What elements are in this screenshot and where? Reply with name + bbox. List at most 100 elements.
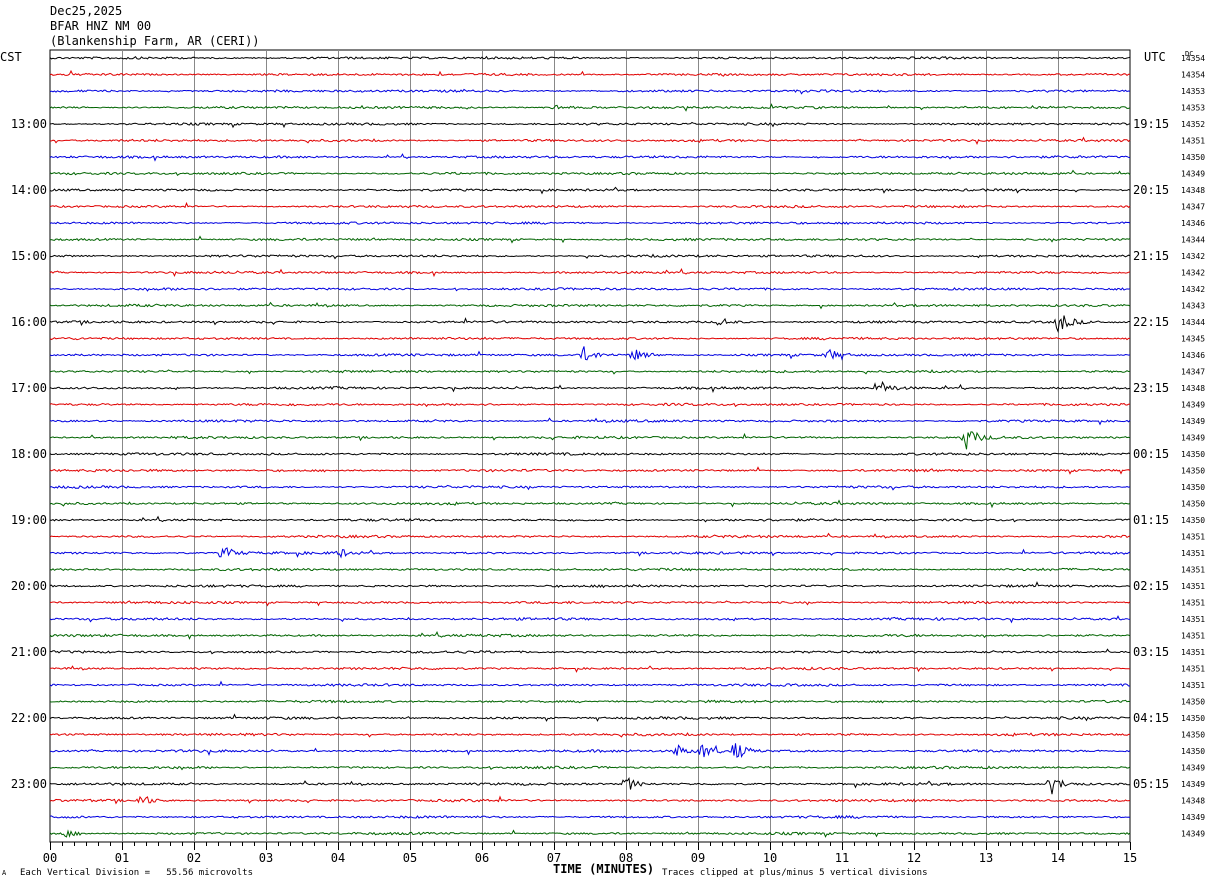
plot-date: Dec25,2025 [50, 4, 123, 18]
dc-offset-label: 14351 [1181, 599, 1205, 608]
dc-offset-label: 14350 [1181, 714, 1205, 723]
seismic-trace [49, 221, 1131, 226]
left-hour-label: 18:00 [11, 447, 47, 461]
seismic-trace [49, 648, 1131, 655]
x-axis-label: TIME (MINUTES) [553, 862, 655, 876]
seismic-trace [49, 499, 1131, 509]
dc-offset-label: 14348 [1181, 186, 1205, 195]
seismic-trace [49, 732, 1131, 738]
seismic-trace [49, 665, 1131, 673]
seismic-trace [50, 253, 1131, 260]
x-tick-label: 13 [979, 851, 993, 865]
station-code: BFAR HNZ NM 00 [50, 19, 152, 33]
left-hour-label: 15:00 [11, 249, 47, 263]
right-hour-label: 05:15 [1133, 777, 1169, 791]
x-tick-label: 15 [1123, 851, 1137, 865]
dc-offset-label: 14349 [1181, 401, 1205, 410]
left-hour-label: 17:00 [11, 381, 47, 395]
x-tick-label: 02 [187, 851, 201, 865]
seismic-trace [49, 402, 1131, 408]
right-hour-label: 04:15 [1133, 711, 1169, 725]
dc-offset-label: 14351 [1181, 566, 1205, 575]
dc-offset-label: 14353 [1181, 104, 1205, 113]
dc-offset-label: 14350 [1181, 747, 1205, 756]
x-tick-label: 01 [115, 851, 129, 865]
dc-offset-label: 14352 [1181, 120, 1205, 129]
dc-offset-label: 14354 [1181, 54, 1205, 63]
seismic-trace [49, 532, 1131, 539]
dc-offset-label: 14342 [1181, 285, 1205, 294]
dc-offset-label: 14350 [1181, 500, 1205, 509]
seismic-trace [49, 466, 1131, 475]
seismic-trace [49, 336, 1130, 341]
right-hour-label: 20:15 [1133, 183, 1169, 197]
right-hour-label: 21:15 [1133, 249, 1169, 263]
seismic-trace [49, 69, 1130, 77]
seismic-trace [49, 713, 1131, 722]
seismic-trace [49, 103, 1131, 112]
left-hour-label: 22:00 [11, 711, 47, 725]
dc-offset-label: 14347 [1181, 368, 1205, 377]
seismic-trace [49, 631, 1131, 640]
seismic-trace [49, 765, 1131, 771]
dc-offset-label: 14349 [1181, 813, 1205, 822]
x-tick-label: 03 [259, 851, 273, 865]
seismic-trace [49, 301, 1131, 310]
seismic-trace [49, 235, 1131, 244]
seismic-trace [49, 417, 1131, 426]
dc-offset-label: 14350 [1181, 516, 1205, 525]
x-tick-label: 07 [547, 851, 561, 865]
dc-offset-label: 14346 [1181, 351, 1205, 360]
seismic-trace [49, 567, 1131, 572]
x-tick-label: 12 [907, 851, 921, 865]
dc-offset-label: 14351 [1181, 632, 1205, 641]
dc-offset-label: 14351 [1181, 533, 1205, 542]
dc-offset-label: 14350 [1181, 467, 1205, 476]
dc-offset-label: 14349 [1181, 764, 1205, 773]
seismic-trace [49, 369, 1131, 375]
dc-offset-label: 14342 [1181, 269, 1205, 278]
seismic-trace [49, 814, 1131, 820]
seismic-trace [49, 153, 1131, 162]
x-tick-label: 00 [43, 851, 57, 865]
dc-offset-label: 14349 [1181, 780, 1205, 789]
scale-note: Each Vertical Division = 55.56 microvolt… [20, 868, 253, 878]
seismic-trace [49, 581, 1131, 589]
seismic-trace [49, 315, 1130, 334]
seismic-trace [49, 699, 1131, 704]
dc-offset-label: 14347 [1181, 203, 1205, 212]
dc-offset-label: 14350 [1181, 153, 1205, 162]
right-timezone-label: UTC [1144, 50, 1166, 64]
left-hour-label: 13:00 [11, 117, 47, 131]
dc-offset-label: 14351 [1181, 137, 1205, 146]
dc-offset-label: 14350 [1181, 731, 1205, 740]
dc-column-label: DC [1185, 50, 1194, 58]
left-hour-label: 14:00 [11, 183, 47, 197]
seismic-trace [49, 136, 1131, 146]
dc-offset-label: 14349 [1181, 830, 1205, 839]
right-hour-label: 19:15 [1133, 117, 1169, 131]
seismic-trace [49, 680, 1131, 687]
dc-offset-label: 14351 [1181, 648, 1205, 657]
seismic-trace [49, 268, 1131, 278]
seismic-trace [49, 829, 1131, 838]
seismic-trace [49, 346, 1131, 361]
plot-frame [49, 49, 1131, 843]
seismic-trace [49, 515, 1131, 523]
seismic-trace [49, 795, 1131, 805]
dc-offset-label: 14348 [1181, 384, 1205, 393]
right-hour-label: 01:15 [1133, 513, 1169, 527]
station-location: (Blankenship Farm, AR (CERI)) [50, 34, 260, 48]
x-tick-label: 06 [475, 851, 489, 865]
dc-offset-label: 14346 [1181, 219, 1205, 228]
left-hour-label: 21:00 [11, 645, 47, 659]
seismic-trace [49, 452, 1131, 457]
x-tick-label: 11 [835, 851, 849, 865]
dc-offset-label: 14344 [1181, 236, 1205, 245]
seismic-trace [49, 169, 1131, 177]
seismic-trace [49, 484, 1131, 491]
left-hour-label: 20:00 [11, 579, 47, 593]
dc-offset-label: 14351 [1181, 549, 1205, 558]
seismic-trace [49, 380, 1131, 394]
